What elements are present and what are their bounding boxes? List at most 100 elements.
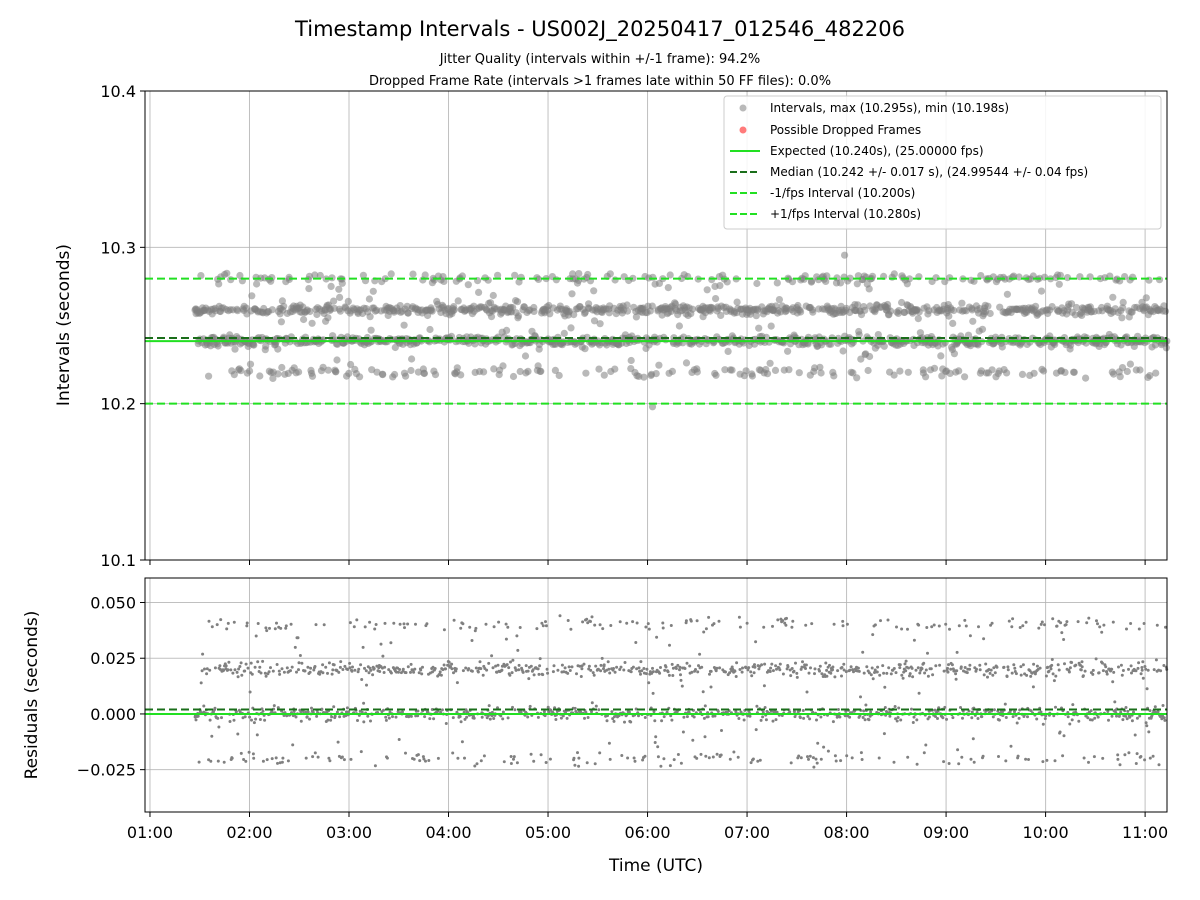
residual-point: [210, 734, 214, 738]
residual-point: [504, 637, 508, 641]
residual-point: [336, 740, 340, 744]
residual-point: [1137, 627, 1141, 631]
residual-point: [977, 625, 980, 629]
residual-point: [585, 761, 589, 765]
interval-point: [1032, 302, 1040, 310]
y-tick-label: −0.025: [77, 761, 136, 780]
interval-point: [950, 306, 958, 315]
residual-point: [1135, 716, 1139, 720]
residual-point: [676, 753, 680, 756]
interval-point: [295, 368, 303, 376]
residual-point: [231, 671, 235, 675]
residual-point: [889, 672, 893, 676]
residual-point: [618, 668, 622, 671]
interval-point: [311, 271, 319, 279]
residual-point: [1151, 754, 1155, 758]
residual-point: [1024, 620, 1028, 624]
interval-point: [262, 342, 270, 350]
residual-point: [356, 670, 360, 674]
interval-point: [524, 367, 532, 375]
residual-point: [860, 758, 864, 761]
residual-point: [573, 763, 577, 767]
residual-point: [413, 667, 417, 671]
residual-point: [1006, 668, 1010, 672]
interval-point: [490, 365, 498, 373]
residual-point: [194, 718, 198, 722]
residual-point: [294, 715, 298, 719]
residual-point: [704, 627, 708, 631]
residual-point: [1100, 661, 1104, 665]
residual-point: [499, 714, 503, 718]
residual-point: [813, 672, 816, 676]
residual-point: [229, 668, 233, 672]
interval-point: [1109, 293, 1117, 301]
residual-point: [747, 666, 751, 670]
residual-point: [441, 668, 445, 672]
residual-point: [965, 671, 969, 675]
residual-point: [633, 759, 637, 763]
interval-point: [703, 286, 711, 294]
residual-point: [1035, 664, 1039, 668]
residual-point: [258, 665, 262, 669]
residual-point: [348, 666, 352, 670]
residual-point: [926, 651, 929, 655]
residual-point: [737, 615, 741, 619]
residual-point: [210, 625, 214, 629]
residual-point: [1049, 667, 1053, 671]
residual-point: [1121, 669, 1125, 672]
residual-point: [1132, 710, 1135, 714]
residual-point: [331, 668, 335, 672]
residual-point: [640, 669, 644, 673]
residual-point: [745, 621, 749, 625]
residual-point: [981, 754, 985, 758]
residual-point: [265, 758, 269, 762]
residual-point: [373, 627, 377, 631]
residual-point: [1124, 706, 1128, 709]
interval-point: [930, 364, 939, 372]
residual-point: [1113, 700, 1117, 704]
interval-point: [1152, 369, 1160, 377]
residual-point: [1044, 674, 1048, 678]
residual-point: [695, 756, 699, 760]
residual-point: [941, 716, 945, 720]
residual-point: [1106, 710, 1110, 713]
residual-point: [1071, 703, 1075, 707]
residual-point: [825, 668, 829, 672]
residual-point: [490, 714, 494, 718]
residual-point: [332, 705, 336, 709]
residual-point: [938, 663, 942, 667]
residual-point: [216, 759, 220, 763]
residual-point: [762, 684, 766, 688]
residual-point: [1054, 674, 1058, 678]
interval-point: [623, 301, 631, 309]
residual-point: [635, 621, 639, 625]
residual-point: [340, 755, 344, 759]
residual-point: [401, 710, 404, 714]
residual-point: [371, 673, 375, 677]
residual-point: [1096, 622, 1099, 626]
residual-point: [618, 620, 622, 624]
residual-point: [1018, 626, 1022, 629]
residual-point: [312, 668, 316, 672]
residual-point: [806, 714, 810, 718]
interval-point: [682, 359, 691, 367]
residual-point: [918, 671, 922, 675]
interval-point: [268, 306, 276, 314]
residual-point: [900, 627, 904, 631]
residual-point: [842, 668, 846, 672]
residual-point: [592, 673, 596, 677]
residual-point: [815, 761, 819, 765]
residual-point: [280, 760, 284, 764]
residual-point: [610, 710, 614, 714]
residual-point: [1094, 657, 1098, 661]
interval-point: [359, 271, 367, 279]
residual-point: [381, 654, 385, 658]
residual-point: [440, 708, 444, 712]
residual-point: [587, 664, 591, 668]
residual-point: [484, 622, 488, 626]
residual-point: [730, 665, 734, 669]
interval-point: [763, 370, 772, 378]
residual-point: [839, 759, 843, 763]
residual-point: [383, 665, 387, 669]
residual-point: [388, 710, 392, 714]
